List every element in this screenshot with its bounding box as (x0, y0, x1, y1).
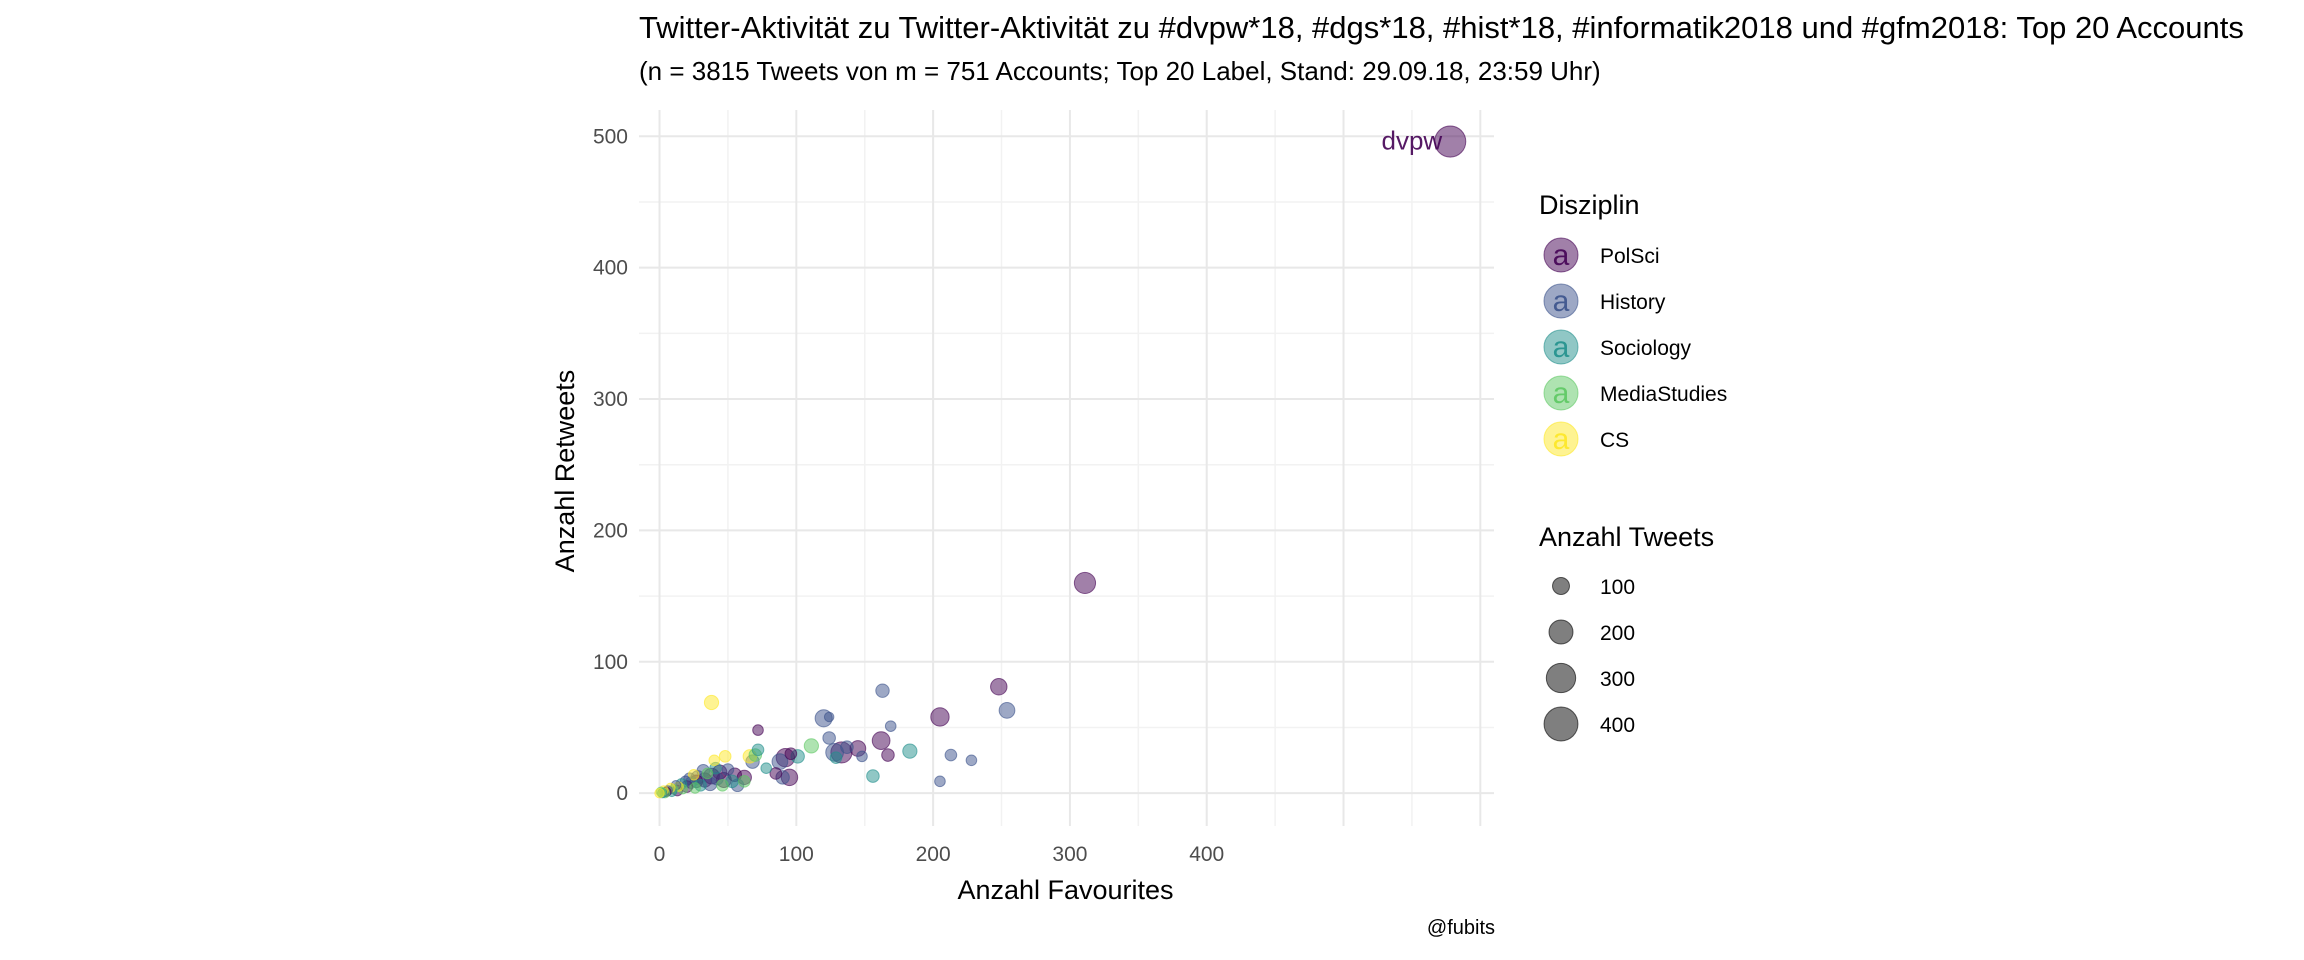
legend-color-key (1543, 421, 1579, 457)
legend-size-key (1548, 619, 1574, 645)
data-point (875, 683, 890, 698)
point-label: dvpw (1382, 126, 1443, 156)
data-point (687, 768, 700, 781)
legend-key-glyph: a (1553, 377, 1570, 410)
data-point (654, 787, 665, 799)
legend-size-title: Anzahl Tweets (1539, 522, 1714, 552)
x-tick-label: 200 (916, 843, 951, 866)
x-tick-label: 100 (779, 843, 814, 866)
legend-key-glyph: a (1553, 331, 1570, 364)
data-point (990, 678, 1008, 696)
data-point (881, 748, 895, 762)
legend-color-title: Disziplin (1539, 190, 1640, 220)
data-point (689, 782, 701, 794)
legend-size-label: 200 (1600, 622, 1635, 645)
legend-key-glyph: a (1553, 285, 1570, 318)
data-point (822, 731, 836, 745)
y-tick-label: 100 (593, 651, 628, 674)
legend-size-label: 300 (1600, 668, 1635, 691)
y-tick-label: 0 (616, 782, 628, 805)
data-point (1073, 571, 1097, 595)
data-point (703, 694, 720, 711)
legend-color-key (1543, 329, 1579, 365)
data-point (829, 751, 843, 764)
y-tick-label: 400 (593, 257, 628, 280)
data-point (738, 775, 751, 788)
data-point (718, 750, 732, 763)
data-point (866, 769, 880, 783)
data-point (803, 738, 819, 754)
x-tick-label: 400 (1189, 843, 1224, 866)
points-layer (654, 125, 1467, 799)
x-tick-label: 300 (1052, 843, 1087, 866)
legend-size-key (1552, 577, 1570, 595)
legend-size-label: 400 (1600, 714, 1635, 737)
legend-size-key (1545, 662, 1577, 694)
data-point (930, 707, 950, 727)
data-point (716, 778, 729, 792)
y-tick-label: 500 (593, 125, 628, 148)
chart-subtitle: (n = 3815 Tweets von m = 751 Accounts; T… (639, 56, 1601, 86)
data-point (721, 763, 735, 776)
data-point (944, 748, 958, 762)
data-point (840, 740, 854, 754)
legend-size-label: 100 (1600, 576, 1635, 599)
x-axis-title: Anzahl Favourites (957, 875, 1173, 905)
data-point (871, 731, 891, 750)
data-point (760, 762, 773, 774)
y-tick-label: 200 (593, 519, 628, 542)
data-point (934, 775, 946, 788)
legend-color-label: History (1600, 291, 1666, 314)
legend-color-key (1543, 375, 1579, 411)
data-point (823, 711, 835, 723)
data-point (751, 743, 765, 757)
legend-key-glyph: a (1553, 423, 1570, 456)
y-tick-label: 300 (593, 388, 628, 411)
data-point (856, 750, 868, 763)
data-point (965, 754, 978, 767)
data-point (752, 724, 764, 736)
legend-color-label: CS (1600, 429, 1629, 452)
data-point (998, 702, 1016, 719)
legend-key-glyph: a (1553, 239, 1570, 272)
data-point (784, 747, 798, 761)
legend-color-key (1543, 283, 1579, 319)
data-point (708, 754, 721, 767)
legend-color-label: Sociology (1600, 337, 1692, 360)
data-point (1434, 125, 1467, 158)
x-tick-label: 0 (654, 843, 666, 866)
data-point (701, 767, 714, 780)
legend-size-key (1543, 706, 1579, 742)
legend-layer: Disziplin a PolSci a History a Sociology a Media… (1539, 190, 1727, 742)
axis-layer: 0 100 200 300 400 0 100 200 300 400 500 Anzahl Favo… (550, 125, 1224, 905)
chart-title: Twitter-Aktivität zu Twitter-Aktivität z… (639, 10, 2244, 45)
legend-color-label: MediaStudies (1600, 383, 1727, 406)
data-point (769, 767, 783, 780)
legend-color-label: PolSci (1600, 245, 1660, 268)
data-point (884, 720, 897, 732)
annotation-layer: dvpw (1382, 126, 1443, 156)
chart-caption: @fubits (1426, 917, 1495, 939)
y-axis-title: Anzahl Retweets (550, 370, 580, 573)
grid-layer (639, 110, 1494, 826)
data-point (902, 743, 918, 759)
legend-color-key (1543, 237, 1579, 273)
